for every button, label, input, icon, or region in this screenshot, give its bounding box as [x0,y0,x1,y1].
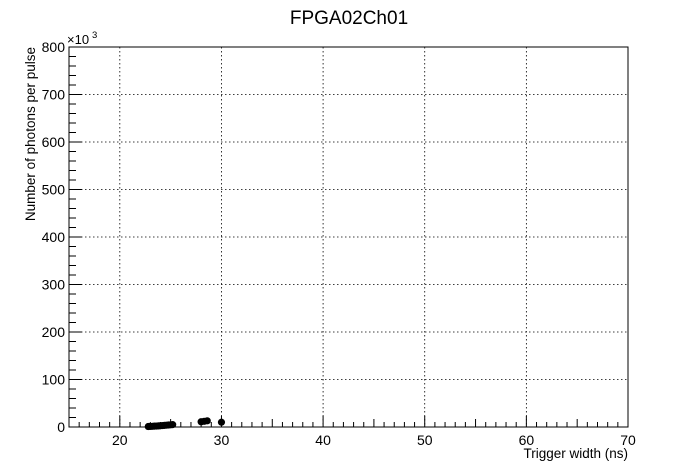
grid [69,47,628,427]
x-tick-label: 40 [315,432,331,448]
x-axis-label: Trigger width (ns) [523,446,628,461]
y-tick-label: 300 [42,277,66,293]
y-axis-multiplier: ×10 3 [67,30,97,47]
y-multiplier-base: ×10 [67,32,89,47]
y-tick-label: 800 [42,39,66,55]
plot-frame [68,46,629,428]
data-point [217,418,226,426]
data-point [203,417,211,425]
x-tick-label: 30 [214,432,230,448]
y-tick-label: 0 [57,419,65,435]
y-tick-label: 600 [42,134,66,150]
y-tick-label: 200 [42,324,66,340]
chart-title: FPGA02Ch01 [290,8,408,29]
x-tick-label: 70 [620,432,636,448]
data-point [169,421,177,429]
x-tick-label: 50 [417,432,433,448]
y-axis-label: Number of photons per pulse [23,47,38,221]
y-tick-label: 700 [42,87,66,103]
y-tick-label: 400 [42,229,66,245]
y-tick-label: 100 [42,372,66,388]
x-tick-label: 60 [519,432,535,448]
x-tick-label: 20 [112,432,128,448]
y-tick-label: 500 [42,182,66,198]
y-multiplier-exponent: 3 [92,30,97,41]
data-points [144,417,226,431]
